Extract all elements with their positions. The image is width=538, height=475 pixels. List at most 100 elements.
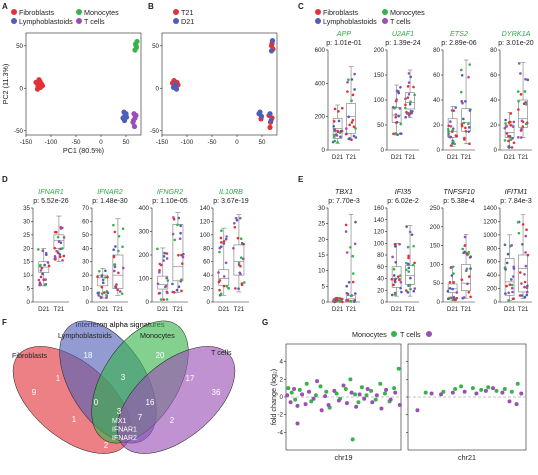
data-point <box>407 93 411 96</box>
y-tick-label: 0 <box>146 299 150 306</box>
venn-set-tcells <box>116 346 236 454</box>
data-point <box>233 221 236 225</box>
data-point <box>388 397 393 402</box>
data-point <box>34 86 41 92</box>
data-point <box>523 280 527 284</box>
data-point <box>353 72 356 76</box>
x-tick-label: T21 <box>461 306 472 313</box>
data-point <box>392 283 395 287</box>
data-point <box>408 230 412 234</box>
data-point <box>396 275 400 278</box>
data-point <box>336 140 339 144</box>
y-tick-label: 40 <box>490 97 497 104</box>
y-tick-label: 30 <box>318 205 325 212</box>
data-point <box>337 119 341 123</box>
y-tick-label: 0 <box>156 85 160 92</box>
data-point <box>337 110 340 113</box>
data-point <box>39 275 43 279</box>
gene-name: DYRK1A <box>502 29 531 38</box>
data-point <box>395 98 398 101</box>
data-point <box>359 385 364 390</box>
data-point <box>461 247 465 251</box>
legend-marker-tcells <box>382 18 388 24</box>
data-point <box>413 93 416 97</box>
data-point <box>172 217 176 221</box>
data-point <box>241 257 245 261</box>
x-tick-label: D21 <box>504 154 516 161</box>
p-value: p: 1.01e-01 <box>326 40 362 47</box>
data-point <box>354 127 357 130</box>
data-point <box>36 77 42 83</box>
data-point <box>407 254 410 258</box>
y-tick-label: 25 <box>23 232 30 239</box>
data-point <box>345 251 349 254</box>
data-point <box>217 280 221 284</box>
p-value: p: 6.02e-2 <box>387 198 419 205</box>
data-point <box>100 285 104 289</box>
y-tick-label: 100 <box>139 276 150 283</box>
data-point <box>285 393 290 398</box>
venn-gene-label: MX1 <box>112 418 127 425</box>
gene-name: U2AF1 <box>392 29 414 38</box>
data-point <box>163 251 166 255</box>
y-tick-label: 200 <box>430 224 441 231</box>
y-tick-label: 0 <box>494 299 498 306</box>
x-tick-label: T21 <box>173 306 184 313</box>
data-point <box>114 245 117 248</box>
data-point <box>452 296 456 300</box>
x-tick-label: T21 <box>113 306 124 313</box>
legend-label: D21 <box>181 17 194 26</box>
y-tick-label: 300 <box>139 229 150 236</box>
y-tick-label: 400 <box>139 205 150 212</box>
data-point <box>352 125 356 128</box>
y-tick-label: -4 <box>277 429 283 436</box>
p-value: p: 7.70e-3 <box>328 198 360 205</box>
legend-marker-tcells <box>76 18 82 24</box>
x-axis-label: PC1 (80.5%) <box>63 146 104 155</box>
data-point <box>449 124 453 128</box>
data-point <box>453 298 457 302</box>
y-tick-label: 120 <box>200 218 211 225</box>
data-point <box>300 392 305 397</box>
data-point <box>44 278 47 281</box>
y-tick-label: -50 <box>150 128 160 135</box>
y-tick-label: 60 <box>377 264 384 271</box>
data-point <box>99 295 103 299</box>
y-tick-label: 150 <box>374 72 385 79</box>
data-point <box>413 261 416 265</box>
data-point <box>452 140 455 143</box>
data-point <box>398 278 401 282</box>
data-point <box>394 260 398 264</box>
y-tick-label: 140 <box>200 205 211 212</box>
data-point <box>509 138 513 141</box>
data-point <box>452 281 455 284</box>
data-point <box>117 271 120 275</box>
data-point <box>519 72 522 75</box>
data-point <box>397 91 401 95</box>
gene-name: IFITM1 <box>505 187 528 196</box>
data-point <box>415 408 420 413</box>
data-point <box>334 299 337 302</box>
y-tick-label: -50 <box>14 128 24 135</box>
data-point <box>503 243 507 247</box>
data-point <box>517 136 520 139</box>
data-point <box>373 397 378 402</box>
data-point <box>344 230 348 233</box>
data-point <box>348 377 353 382</box>
data-point <box>521 125 525 128</box>
data-point <box>394 121 398 124</box>
data-point <box>462 251 465 255</box>
data-point <box>332 124 336 128</box>
data-point <box>524 234 528 238</box>
box <box>461 264 471 292</box>
plot-frame <box>161 32 278 136</box>
data-point <box>504 292 507 295</box>
data-point <box>295 421 300 426</box>
data-point <box>347 115 351 119</box>
data-point <box>172 291 176 294</box>
data-point <box>293 397 298 402</box>
data-point <box>468 109 472 112</box>
gene-name: IFNAR2 <box>97 187 123 196</box>
data-point <box>408 283 412 287</box>
data-point <box>391 255 394 259</box>
